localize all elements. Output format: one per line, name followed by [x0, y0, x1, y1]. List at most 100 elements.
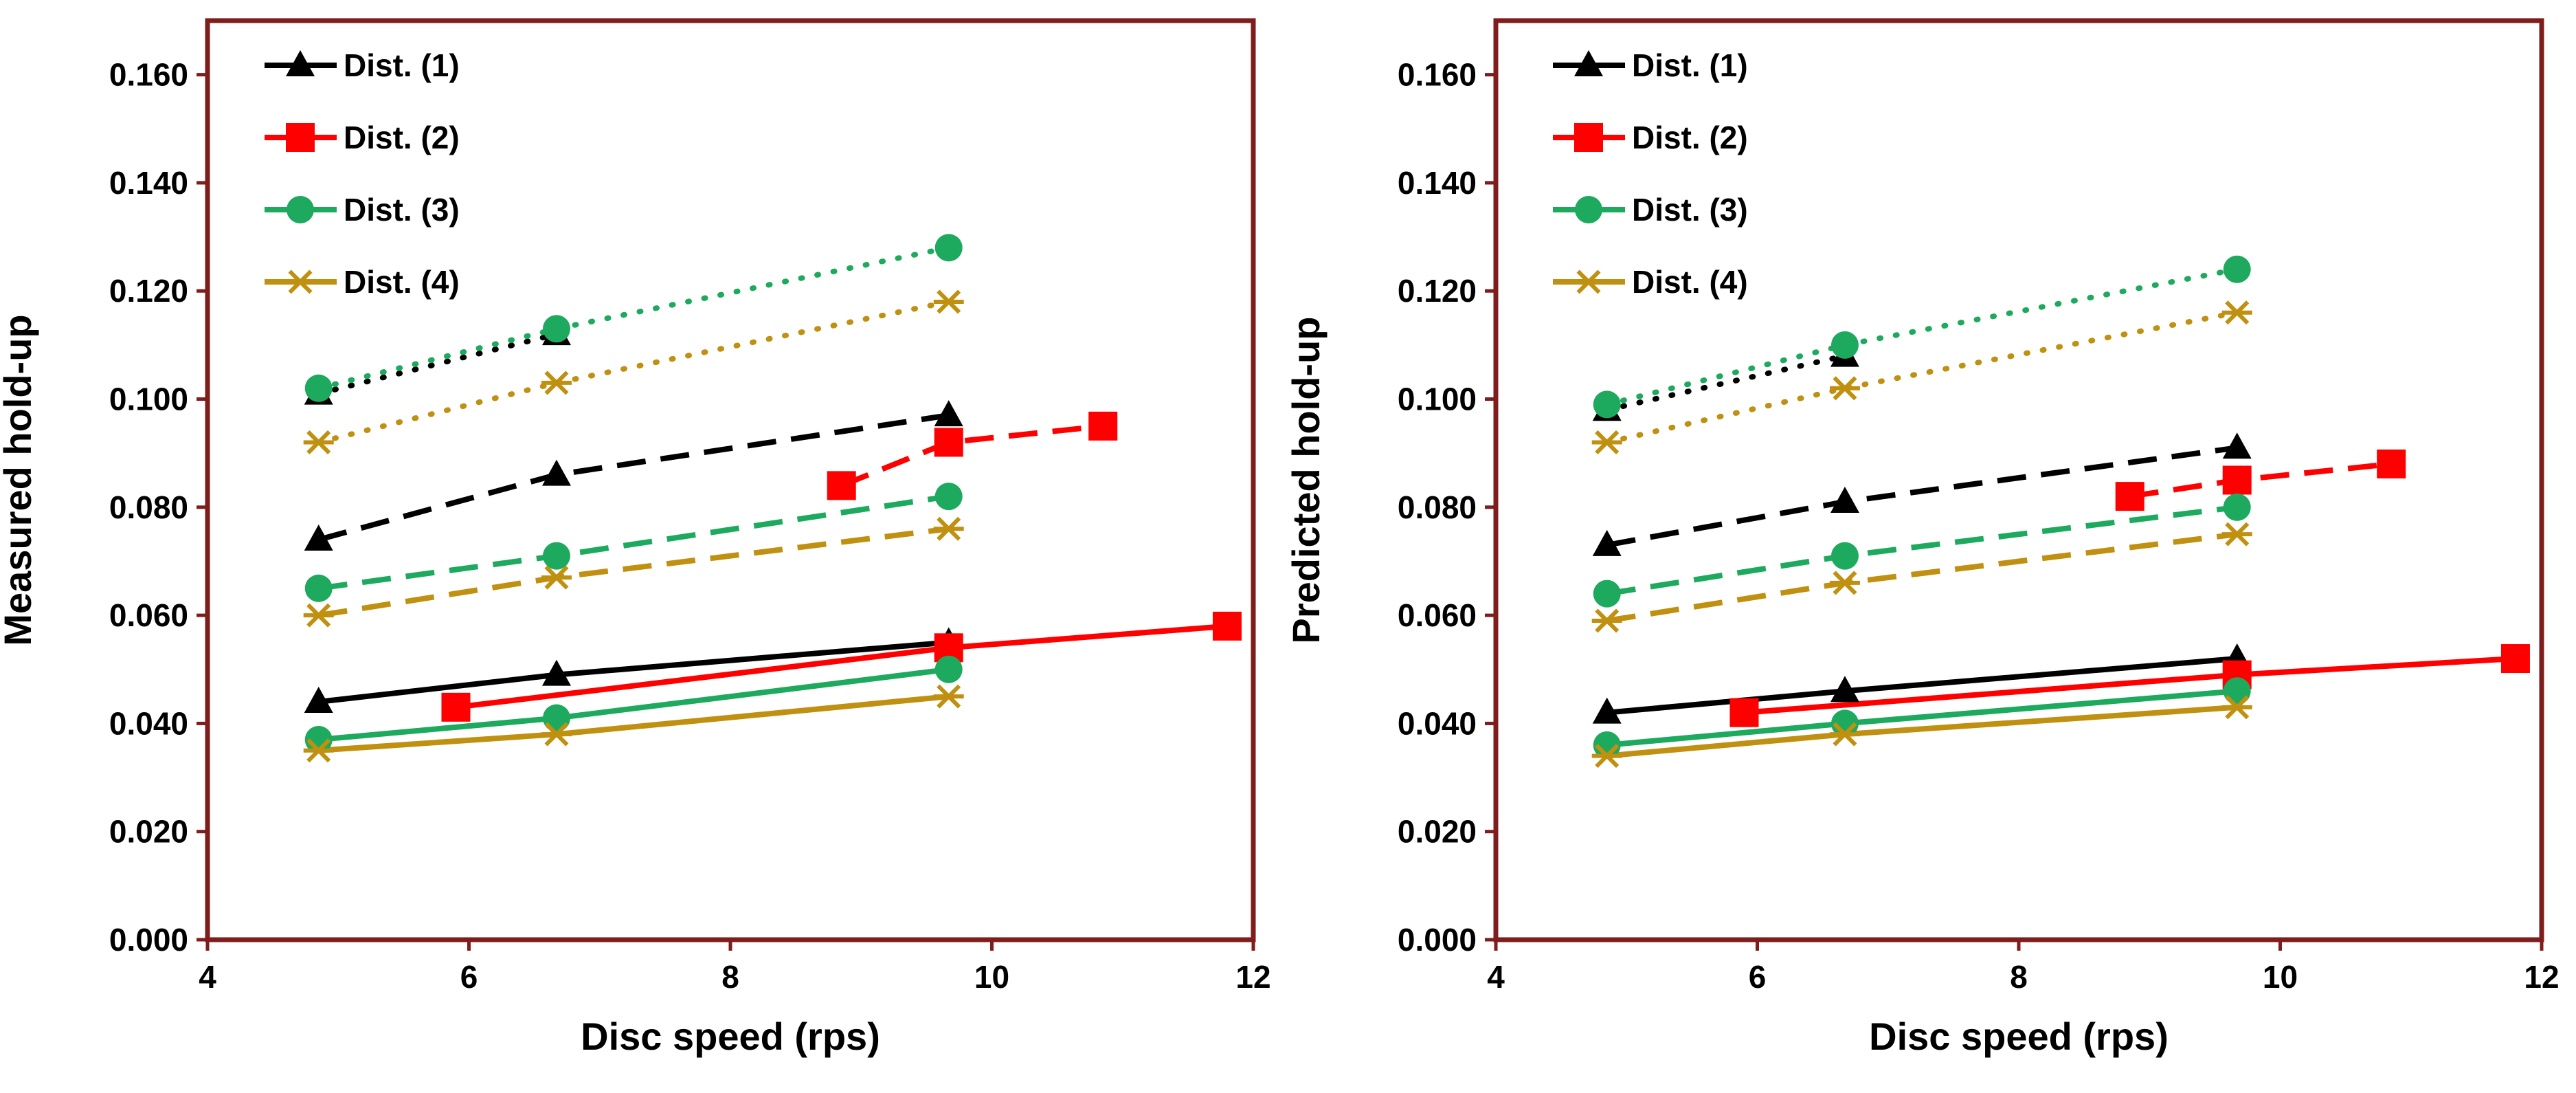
data-point-dist2	[827, 471, 856, 500]
data-point-dist2	[2377, 449, 2406, 478]
legend-label: Dist. (2)	[344, 120, 460, 155]
series-line-dist4-solid	[318, 694, 950, 753]
series-line-dist1-solid	[318, 639, 950, 705]
y-tick-label: 0.100	[1398, 382, 1477, 417]
series-markers	[1591, 255, 2530, 769]
data-point-dist2	[2500, 644, 2530, 674]
data-point-dist4	[1591, 430, 1622, 454]
data-point-dist4	[303, 603, 334, 628]
data-point-dist4	[1591, 744, 1622, 769]
data-point-dist4	[1829, 722, 1860, 747]
x-tick-label: 8	[721, 959, 739, 995]
x-tick-label: 4	[199, 959, 216, 995]
y-tick-label: 0.020	[109, 814, 188, 850]
data-point-dist1	[1830, 486, 1859, 513]
data-point-dist4	[541, 722, 572, 747]
legend-marker	[287, 196, 314, 223]
y-tick-label: 0.120	[1398, 273, 1477, 309]
legend-marker	[286, 123, 315, 152]
series-line-dist2-dashed	[2129, 461, 2392, 500]
data-point-dist1	[541, 659, 571, 686]
data-point-dist1	[304, 525, 333, 551]
data-point-dist4	[303, 738, 334, 763]
y-tick-label: 0.140	[1398, 165, 1477, 201]
legend-item-dist3: Dist. (3)	[265, 192, 460, 228]
legend-item-dist4: Dist. (4)	[1553, 264, 1748, 300]
legend-item-dist1: Dist. (1)	[1553, 47, 1748, 83]
series-lines	[1604, 266, 2516, 759]
y-tick-label: 0.060	[1398, 597, 1477, 633]
y-axis-title: Predicted hold-up	[1284, 317, 1328, 644]
data-point-dist1	[541, 459, 571, 486]
data-point-dist3	[2223, 493, 2251, 521]
data-point-dist1	[1592, 697, 1622, 724]
legend-item-dist2: Dist. (2)	[265, 120, 460, 155]
x-axis-title: Disc speed (rps)	[1869, 1015, 2169, 1058]
data-point-dist3	[542, 542, 570, 570]
y-tick-label: 0.000	[109, 922, 188, 958]
x-tick-label: 10	[2263, 959, 2298, 995]
series-line-dist2-dashed	[840, 423, 1104, 489]
data-point-dist1	[2222, 432, 2252, 459]
data-point-dist3	[304, 574, 333, 602]
plot-frame	[205, 18, 1256, 942]
legend-marker	[285, 269, 315, 294]
data-point-dist3	[1593, 731, 1621, 759]
y-tick-label: 0.040	[109, 705, 188, 741]
data-point-dist3	[304, 726, 333, 754]
y-tick-label: 0.160	[1398, 57, 1477, 93]
data-point-dist4	[303, 430, 334, 454]
data-point-dist4	[933, 516, 964, 541]
data-point-dist4	[933, 289, 964, 314]
y-tick-label: 0.000	[1398, 922, 1477, 958]
x-tick-label: 6	[460, 959, 478, 995]
x-tick-label: 12	[1235, 959, 1270, 995]
data-point-dist4	[2221, 522, 2252, 546]
legend-marker	[1574, 50, 1603, 76]
y-tick-label: 0.140	[109, 165, 188, 201]
x-tick-label: 4	[1487, 959, 1505, 995]
series-line-dist4-dotted	[1604, 309, 2240, 445]
data-point-dist3	[1830, 709, 1859, 738]
data-point-dist4	[1829, 571, 1860, 595]
data-point-dist2	[2115, 482, 2144, 511]
y-axis-title: Measured hold-up	[0, 314, 39, 645]
legend-marker	[1575, 196, 1602, 223]
y-tick-label: 0.080	[109, 489, 188, 525]
data-point-dist2	[2222, 465, 2252, 495]
legend-item-dist4: Dist. (4)	[265, 264, 460, 300]
data-point-dist2	[441, 692, 471, 722]
data-point-dist4	[2221, 300, 2252, 325]
data-point-dist3	[1593, 579, 1621, 608]
data-point-dist3	[1830, 331, 1859, 359]
x-tick-label: 12	[2524, 959, 2559, 995]
y-tick-label: 0.040	[1398, 705, 1477, 741]
legend-label: Dist. (4)	[344, 264, 460, 300]
x-tick-label: 6	[1749, 959, 1767, 995]
legend-label: Dist. (2)	[1632, 120, 1748, 155]
y-tick-label: 0.120	[109, 273, 188, 309]
data-point-dist3	[542, 315, 570, 343]
data-point-dist2	[1088, 411, 1118, 441]
y-tick-label: 0.020	[1398, 814, 1477, 850]
data-point-dist3	[2223, 255, 2251, 283]
data-point-dist3	[304, 374, 333, 402]
data-point-dist1	[1830, 676, 1859, 703]
series-line-dist3-dashed	[1606, 504, 2238, 597]
series-line-dist4-dotted	[315, 298, 952, 445]
data-point-dist4	[541, 565, 572, 590]
data-point-dist3	[934, 234, 963, 262]
x-axis-title: Disc speed (rps)	[581, 1015, 880, 1058]
y-tick-label: 0.060	[109, 597, 188, 633]
legend-label: Dist. (3)	[344, 192, 460, 228]
x-tick-label: 8	[2010, 959, 2028, 995]
data-point-dist3	[542, 704, 570, 732]
data-point-dist3	[2223, 677, 2251, 705]
measured-holdup-chart: 0.000 0.020 0.040 0.060 0.080 0.100 0.120 0.140…	[0, 18, 1271, 1058]
legend-label: Dist. (4)	[1632, 264, 1748, 300]
data-point-dist4	[933, 684, 964, 709]
legend-label: Dist. (3)	[1632, 192, 1748, 228]
series-line-dist1-dotted	[1604, 353, 1848, 413]
legend-marker	[1574, 123, 1603, 152]
series-line-dist2-solid	[455, 623, 1228, 710]
